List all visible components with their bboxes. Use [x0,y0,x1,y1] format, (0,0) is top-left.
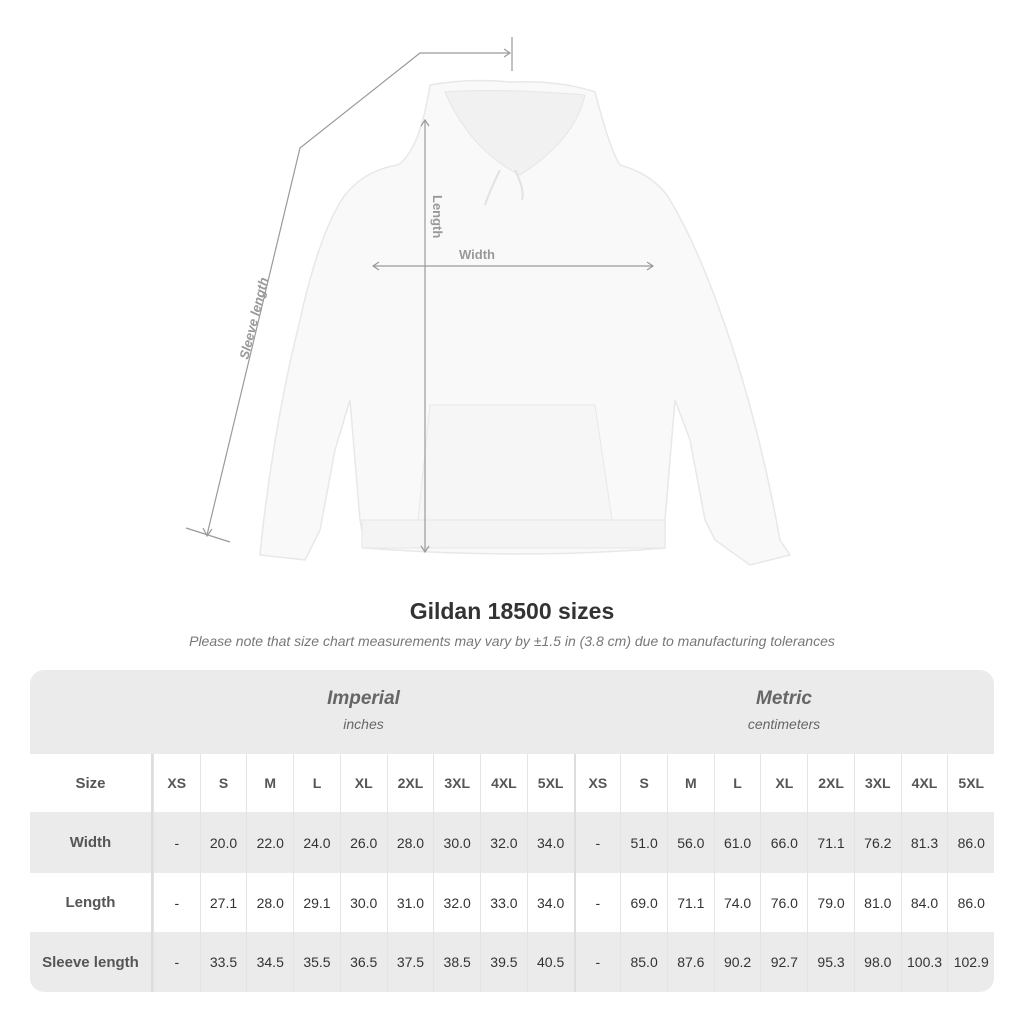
imperial-header: Imperial inches [153,670,574,754]
sleeve-measure-line [185,37,513,543]
metric-size-3XL: 3XL [853,754,901,812]
metric-value: 81.3 [900,812,948,873]
metric-value: 74.0 [713,873,761,932]
metric-value: 85.0 [620,932,667,992]
sleeve-length-label: Sleeve length [236,276,271,361]
metric-size-4XL: 4XL [900,754,948,812]
metric-value: 87.6 [666,932,714,992]
metric-value: 56.0 [666,812,714,873]
imperial-size-4XL: 4XL [480,754,527,812]
imperial-size-XL: XL [339,754,387,812]
imperial-value: 39.5 [480,932,527,992]
metric-title: Metric [756,688,812,709]
imperial-value: 33.0 [480,873,527,932]
size-header-row: Size XS S M L XL 2XL 3XL 4XL 5XL XS S M L XL 2XL 3XL 4XL 5… [30,754,994,812]
imperial-size-2XL: 2XL [386,754,434,812]
metric-value: 69.0 [620,873,667,932]
imperial-size-XS: XS [152,754,200,812]
imperial-unit: inches [343,716,384,732]
imperial-value: 28.0 [386,812,434,873]
metric-value: 61.0 [713,812,761,873]
metric-value: 51.0 [620,812,667,873]
table-row: Width -20.0 22.0 24.0 26.0 28.0 30.0 32.0 34.0-5… [30,812,994,873]
metric-value: 76.2 [853,812,901,873]
imperial-size-M: M [246,754,293,812]
imperial-value: - [152,873,200,932]
imperial-value: 34.0 [526,873,574,932]
metric-size-2XL: 2XL [807,754,854,812]
imperial-value: 34.5 [246,932,293,992]
metric-unit: centimeters [747,716,821,732]
width-label: Width [459,247,495,262]
imperial-value: 36.5 [339,932,387,992]
table-row: Length -27.1 28.0 29.1 30.0 31.0 32.0 33.0 34.0-… [30,873,994,932]
imperial-value: - [152,812,200,873]
imperial-value: 34.0 [526,812,574,873]
metric-value: 98.0 [853,932,901,992]
imperial-value: 30.0 [339,873,387,932]
length-label: Length [430,195,445,238]
imperial-value: 24.0 [293,812,340,873]
imperial-value: 33.5 [199,932,247,992]
size-table: Imperial inches Metric centimeters Size X… [30,670,994,992]
unit-header-band [30,670,994,754]
metric-value: - [573,932,621,992]
imperial-value: 35.5 [293,932,340,992]
metric-value: 102.9 [947,932,994,992]
tolerance-note: Please note that size chart measurements… [189,633,835,649]
imperial-value: 40.5 [526,932,574,992]
hoodie-illustration: Sleeve length Length Width [185,37,792,566]
metric-size-5XL: 5XL [947,754,994,812]
imperial-value: 29.1 [293,873,340,932]
imperial-size-5XL: 5XL [526,754,574,812]
size-header-label: Size [30,754,153,812]
metric-value: 79.0 [807,873,854,932]
metric-size-S: S [620,754,667,812]
metric-value: 71.1 [666,873,714,932]
metric-value: - [573,812,621,873]
imperial-value: 28.0 [246,873,293,932]
metric-size-M: M [666,754,714,812]
imperial-value: 27.1 [199,873,247,932]
imperial-size-S: S [199,754,247,812]
imperial-value: 37.5 [386,932,434,992]
imperial-size-3XL: 3XL [433,754,480,812]
row-label: Length [30,873,153,932]
metric-value: 81.0 [853,873,901,932]
hoodie-image [259,79,792,566]
metric-value: 84.0 [900,873,948,932]
metric-value: 86.0 [947,812,994,873]
imperial-value: 32.0 [433,873,480,932]
metric-value: - [573,873,621,932]
metric-value: 95.3 [807,932,854,992]
metric-value: 90.2 [713,932,761,992]
metric-value: 100.3 [900,932,948,992]
imperial-value: 20.0 [199,812,247,873]
metric-size-XS: XS [573,754,621,812]
imperial-value: - [152,932,200,992]
imperial-value: 22.0 [246,812,293,873]
imperial-value: 31.0 [386,873,434,932]
metric-size-L: L [713,754,761,812]
metric-header: Metric centimeters [574,670,994,754]
metric-value: 66.0 [760,812,807,873]
table-row: Sleeve length -33.5 34.5 35.5 36.5 37.5 38.5 39… [30,932,994,992]
width-measure-line [371,261,655,271]
row-label: Width [30,812,153,873]
metric-value: 71.1 [807,812,854,873]
imperial-title: Imperial [327,688,400,709]
imperial-value: 32.0 [480,812,527,873]
length-measure-line [420,118,430,554]
metric-value: 86.0 [947,873,994,932]
metric-size-XL: XL [760,754,807,812]
imperial-value: 38.5 [433,932,480,992]
metric-value: 92.7 [760,932,807,992]
metric-value: 76.0 [760,873,807,932]
page-title: Gildan 18500 sizes [409,598,615,624]
imperial-value: 30.0 [433,812,480,873]
row-label: Sleeve length [30,932,153,992]
imperial-value: 26.0 [339,812,387,873]
imperial-size-L: L [293,754,340,812]
